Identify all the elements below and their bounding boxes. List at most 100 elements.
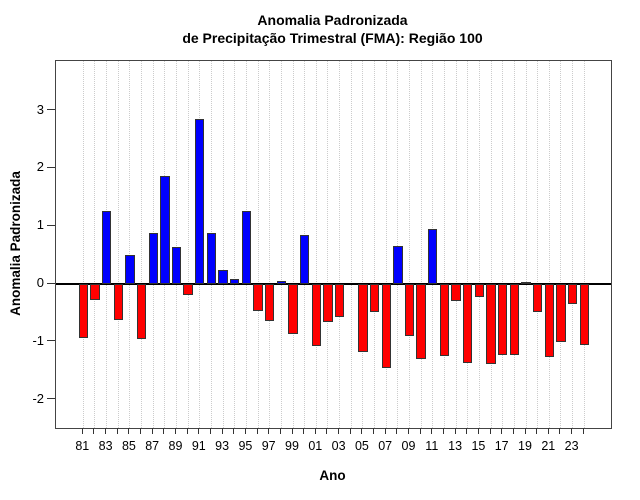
y-tick bbox=[47, 224, 55, 226]
x-tick bbox=[291, 428, 293, 434]
x-tick bbox=[477, 428, 479, 434]
bar-85 bbox=[125, 255, 135, 284]
bar-82 bbox=[90, 284, 100, 301]
y-tick-label: 2 bbox=[36, 159, 44, 175]
gridline bbox=[141, 61, 143, 428]
x-tick-label: 21 bbox=[541, 439, 556, 453]
bar-96 bbox=[253, 284, 263, 311]
gridline bbox=[339, 61, 341, 428]
x-tick bbox=[442, 428, 444, 434]
bar-21 bbox=[544, 284, 554, 357]
gridline bbox=[572, 61, 574, 428]
x-tick bbox=[81, 428, 83, 434]
gridline bbox=[443, 61, 445, 428]
x-tick bbox=[326, 428, 328, 434]
x-tick bbox=[582, 428, 584, 434]
x-tick bbox=[419, 428, 421, 434]
x-tick-label: 11 bbox=[425, 439, 439, 453]
bar-83 bbox=[101, 211, 112, 284]
x-tick-label: 85 bbox=[121, 439, 136, 453]
x-tick-label: 09 bbox=[401, 439, 416, 453]
bar-81 bbox=[78, 284, 88, 338]
x-tick-label: 93 bbox=[215, 439, 230, 453]
gridline bbox=[94, 61, 96, 428]
gridline bbox=[478, 61, 480, 428]
bar-13 bbox=[451, 284, 461, 302]
bar-88 bbox=[160, 175, 170, 284]
bar-24 bbox=[579, 284, 589, 346]
bar-22 bbox=[556, 284, 566, 343]
x-axis-label: Ano bbox=[319, 468, 346, 483]
bar-90 bbox=[183, 284, 193, 295]
x-tick bbox=[128, 428, 130, 434]
plot-area bbox=[55, 60, 612, 429]
bar-02 bbox=[323, 284, 333, 322]
y-axis-label-wrap: Anomalia Padronizada bbox=[0, 60, 30, 427]
x-tick bbox=[547, 428, 549, 434]
x-tick-label: 23 bbox=[564, 439, 579, 453]
gridline bbox=[397, 61, 399, 428]
x-tick bbox=[384, 428, 386, 434]
x-tick bbox=[349, 428, 351, 434]
bar-10 bbox=[416, 284, 426, 359]
gridline bbox=[420, 61, 422, 428]
x-tick bbox=[314, 428, 316, 434]
gridline bbox=[385, 61, 387, 428]
x-tick-label: 13 bbox=[448, 439, 463, 453]
y-tick-label: -1 bbox=[32, 332, 44, 348]
x-tick-label: 99 bbox=[285, 439, 299, 453]
x-tick bbox=[489, 428, 491, 434]
x-tick bbox=[256, 428, 258, 434]
bar-01 bbox=[311, 284, 321, 346]
y-tick-label: 3 bbox=[36, 101, 44, 117]
gridline bbox=[467, 61, 469, 428]
bar-07 bbox=[381, 284, 391, 368]
x-tick bbox=[559, 428, 561, 434]
bar-12 bbox=[439, 284, 450, 357]
bar-95 bbox=[241, 211, 252, 284]
y-tick-label: -2 bbox=[32, 390, 44, 406]
bar-94 bbox=[230, 279, 240, 284]
bar-99 bbox=[288, 284, 298, 334]
x-tick-label: 15 bbox=[471, 439, 486, 453]
y-tick bbox=[47, 109, 55, 111]
x-tick-label: 81 bbox=[75, 439, 90, 453]
bar-14 bbox=[463, 284, 473, 363]
x-tick bbox=[279, 428, 281, 434]
x-tick-label: 89 bbox=[168, 439, 183, 453]
gridline bbox=[129, 61, 131, 428]
x-tick-label: 07 bbox=[378, 439, 393, 453]
gridline bbox=[257, 61, 259, 428]
x-tick bbox=[512, 428, 514, 434]
x-tick bbox=[186, 428, 188, 434]
bar-84 bbox=[113, 284, 123, 321]
bar-89 bbox=[171, 247, 182, 284]
x-tick bbox=[221, 428, 223, 434]
x-tick bbox=[105, 428, 107, 434]
gridline bbox=[560, 61, 562, 428]
gridline bbox=[269, 61, 271, 428]
gridline bbox=[176, 61, 177, 428]
x-tick bbox=[116, 428, 118, 434]
gridline bbox=[537, 61, 539, 428]
x-tick bbox=[373, 428, 375, 434]
x-tick bbox=[93, 428, 95, 434]
x-tick-label: 03 bbox=[331, 439, 346, 453]
gridline bbox=[315, 61, 317, 428]
gridline bbox=[583, 61, 585, 428]
x-tick bbox=[501, 428, 503, 434]
x-tick-label: 05 bbox=[354, 439, 369, 453]
bar-05 bbox=[358, 284, 368, 352]
zero-line bbox=[56, 283, 611, 285]
x-tick bbox=[431, 428, 433, 434]
gridline bbox=[513, 61, 515, 428]
x-tick bbox=[198, 428, 200, 434]
gridline bbox=[280, 61, 282, 428]
gridline bbox=[222, 61, 224, 428]
y-tick-label: 0 bbox=[36, 275, 44, 290]
y-tick bbox=[47, 282, 55, 284]
y-tick bbox=[47, 166, 55, 168]
bar-19 bbox=[521, 281, 531, 284]
y-tick bbox=[47, 398, 55, 400]
bar-86 bbox=[136, 284, 147, 339]
